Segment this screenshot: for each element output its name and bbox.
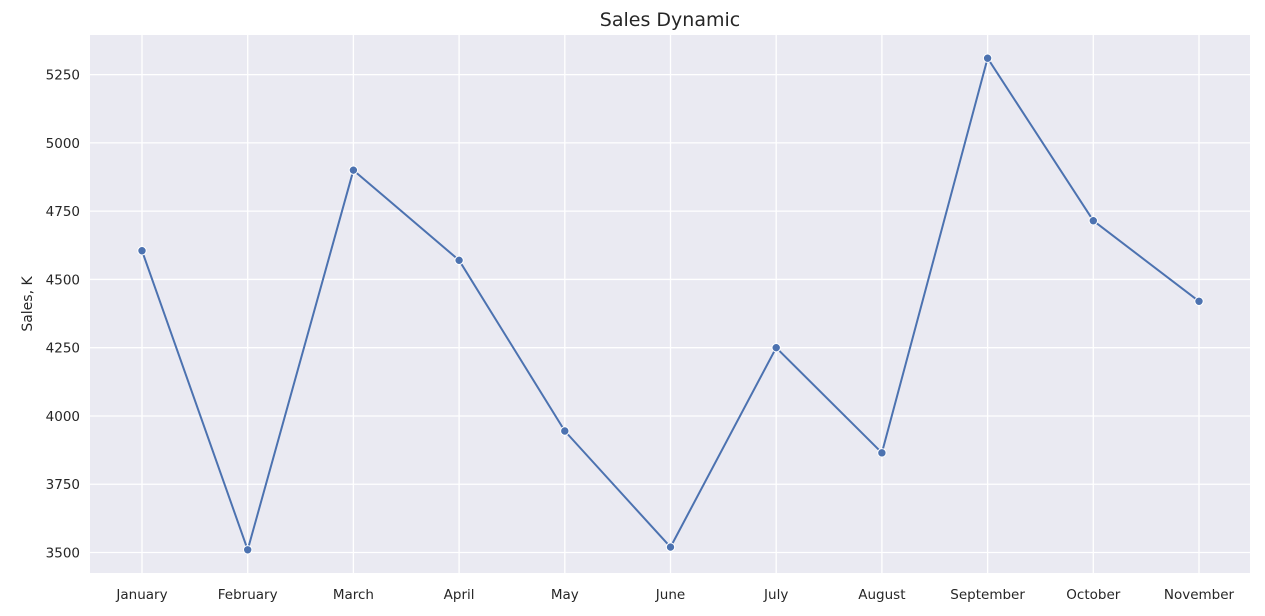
y-axis-label: Sales, K — [20, 276, 36, 332]
chart-title: Sales Dynamic — [600, 9, 740, 31]
y-tick-label: 4500 — [46, 272, 80, 288]
x-tick-label: January — [115, 587, 167, 603]
data-point-august — [877, 448, 887, 458]
data-point-march — [348, 165, 359, 175]
data-point-april — [454, 255, 464, 266]
data-point-november — [1194, 296, 1204, 306]
x-tick-label: May — [551, 587, 579, 603]
data-point-july — [771, 342, 781, 353]
x-tick-label: February — [218, 587, 278, 603]
data-point-october — [1088, 216, 1099, 226]
x-tick-label: March — [333, 587, 374, 603]
data-point-june — [665, 542, 676, 552]
y-tick-label: 3500 — [46, 546, 80, 562]
y-tick-label: 4000 — [46, 409, 80, 425]
y-tick-label: 4750 — [46, 204, 80, 220]
y-tick-label: 4250 — [46, 341, 80, 357]
data-point-may — [560, 426, 570, 436]
y-tick-label: 5000 — [46, 136, 80, 152]
x-tick-label: September — [950, 587, 1025, 603]
data-point-january — [137, 246, 147, 256]
data-point-february — [243, 545, 253, 555]
grid-lines — [90, 35, 1250, 573]
y-tick-labels: 3500 3750 4000 4250 4500 4750 5000 5250 — [46, 68, 80, 562]
x-tick-label: August — [858, 587, 905, 603]
data-point-september — [982, 53, 993, 63]
y-tick-label: 3750 — [46, 477, 80, 493]
y-tick-label: 5250 — [46, 68, 80, 84]
x-tick-label: November — [1164, 587, 1235, 603]
x-tick-label: July — [763, 587, 788, 603]
x-tick-labels: January February March April May June July Augu… — [115, 587, 1234, 603]
x-tick-label: April — [444, 587, 475, 603]
x-tick-label: June — [655, 587, 685, 603]
data-point-markers — [137, 53, 1204, 555]
x-tick-label: October — [1066, 587, 1120, 603]
